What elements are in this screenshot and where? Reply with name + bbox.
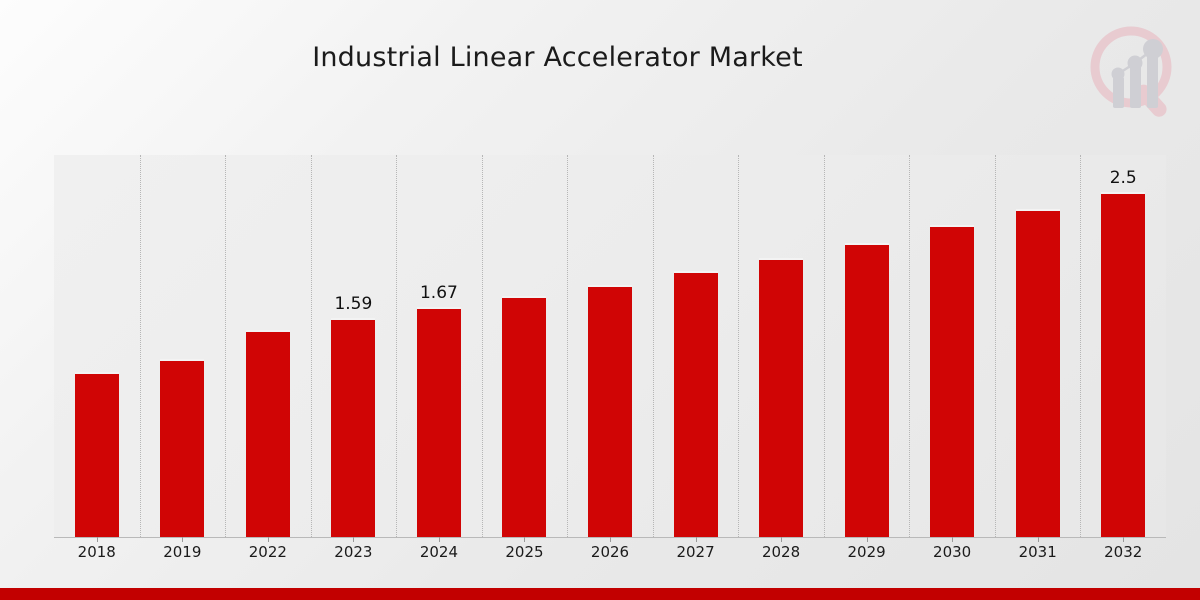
gridline <box>738 155 740 537</box>
x-axis-tick <box>610 537 611 542</box>
gridline <box>823 155 826 537</box>
x-axis-tick <box>1123 537 1125 542</box>
bar[interactable] <box>1101 155 1146 537</box>
bar[interactable] <box>502 155 547 537</box>
bar-rect <box>930 225 975 537</box>
x-tick-label: 2027 <box>676 543 715 561</box>
x-tick-label: 2019 <box>163 543 202 561</box>
gridline <box>652 155 655 537</box>
plot-area: 1.59 1.67 2.5 <box>54 155 1166 537</box>
x-tick-label: 2029 <box>847 543 886 561</box>
x-tick-label: 2024 <box>419 543 459 561</box>
x-tick-label: 2031 <box>1018 543 1057 561</box>
bar-value-label: 1.59 <box>334 293 373 314</box>
bar[interactable] <box>331 155 376 537</box>
x-tick-label: 2018 <box>77 543 116 561</box>
bar[interactable] <box>1015 155 1060 537</box>
x-tick-label: 2023 <box>334 543 373 561</box>
gridline <box>396 155 398 537</box>
gridline <box>225 155 227 537</box>
bar-rect <box>673 270 718 537</box>
bar-rect <box>588 284 632 537</box>
footer-accent-bar <box>0 588 1200 600</box>
gridline <box>139 155 142 537</box>
bar[interactable] <box>844 155 889 537</box>
x-axis-tick <box>695 537 697 542</box>
bar-rect <box>416 306 461 537</box>
x-axis-tick <box>438 537 440 542</box>
x-tick-label: 2025 <box>505 543 544 561</box>
x-tick-label: 2026 <box>590 543 630 561</box>
bar-rect <box>502 295 547 537</box>
bar-rect <box>1101 192 1146 537</box>
x-axis-tick <box>1037 537 1039 542</box>
bar-rect <box>74 371 119 537</box>
gridline <box>994 155 997 537</box>
bar-rect <box>759 258 804 537</box>
x-tick-label: 2028 <box>761 543 801 561</box>
x-axis-tick <box>866 537 868 542</box>
gridline <box>909 155 911 537</box>
x-axis-tick <box>267 537 269 542</box>
x-tick-label: 2022 <box>248 543 287 561</box>
page-title: Industrial Linear Accelerator Market <box>312 42 803 73</box>
x-axis-tick <box>182 537 184 542</box>
gridline <box>1080 155 1082 537</box>
gridline <box>310 155 313 537</box>
x-tick-label: 2032 <box>1104 543 1143 561</box>
bar[interactable] <box>759 155 804 537</box>
x-axis-tick <box>524 537 526 542</box>
bar[interactable] <box>74 155 119 537</box>
x-axis-tick <box>952 537 954 542</box>
x-tick-label: 2030 <box>933 543 972 561</box>
bar-rect <box>1015 208 1060 537</box>
bar-rect <box>160 359 205 537</box>
bar[interactable] <box>245 155 290 537</box>
gridline <box>481 155 484 537</box>
bar[interactable] <box>160 155 205 537</box>
x-axis-tick <box>353 537 355 542</box>
bar-value-label: 2.5 <box>1109 168 1137 189</box>
bar-rect <box>844 243 889 537</box>
bar[interactable] <box>416 155 461 537</box>
x-axis-tick <box>781 537 783 542</box>
bar[interactable] <box>673 155 718 537</box>
bar[interactable] <box>588 155 632 537</box>
bar[interactable] <box>930 155 975 537</box>
bar-value-label: 1.67 <box>419 282 458 303</box>
bar-rect <box>331 317 376 537</box>
x-axis-tick <box>96 537 98 542</box>
gridline <box>567 155 569 537</box>
bar-rect <box>245 330 290 537</box>
